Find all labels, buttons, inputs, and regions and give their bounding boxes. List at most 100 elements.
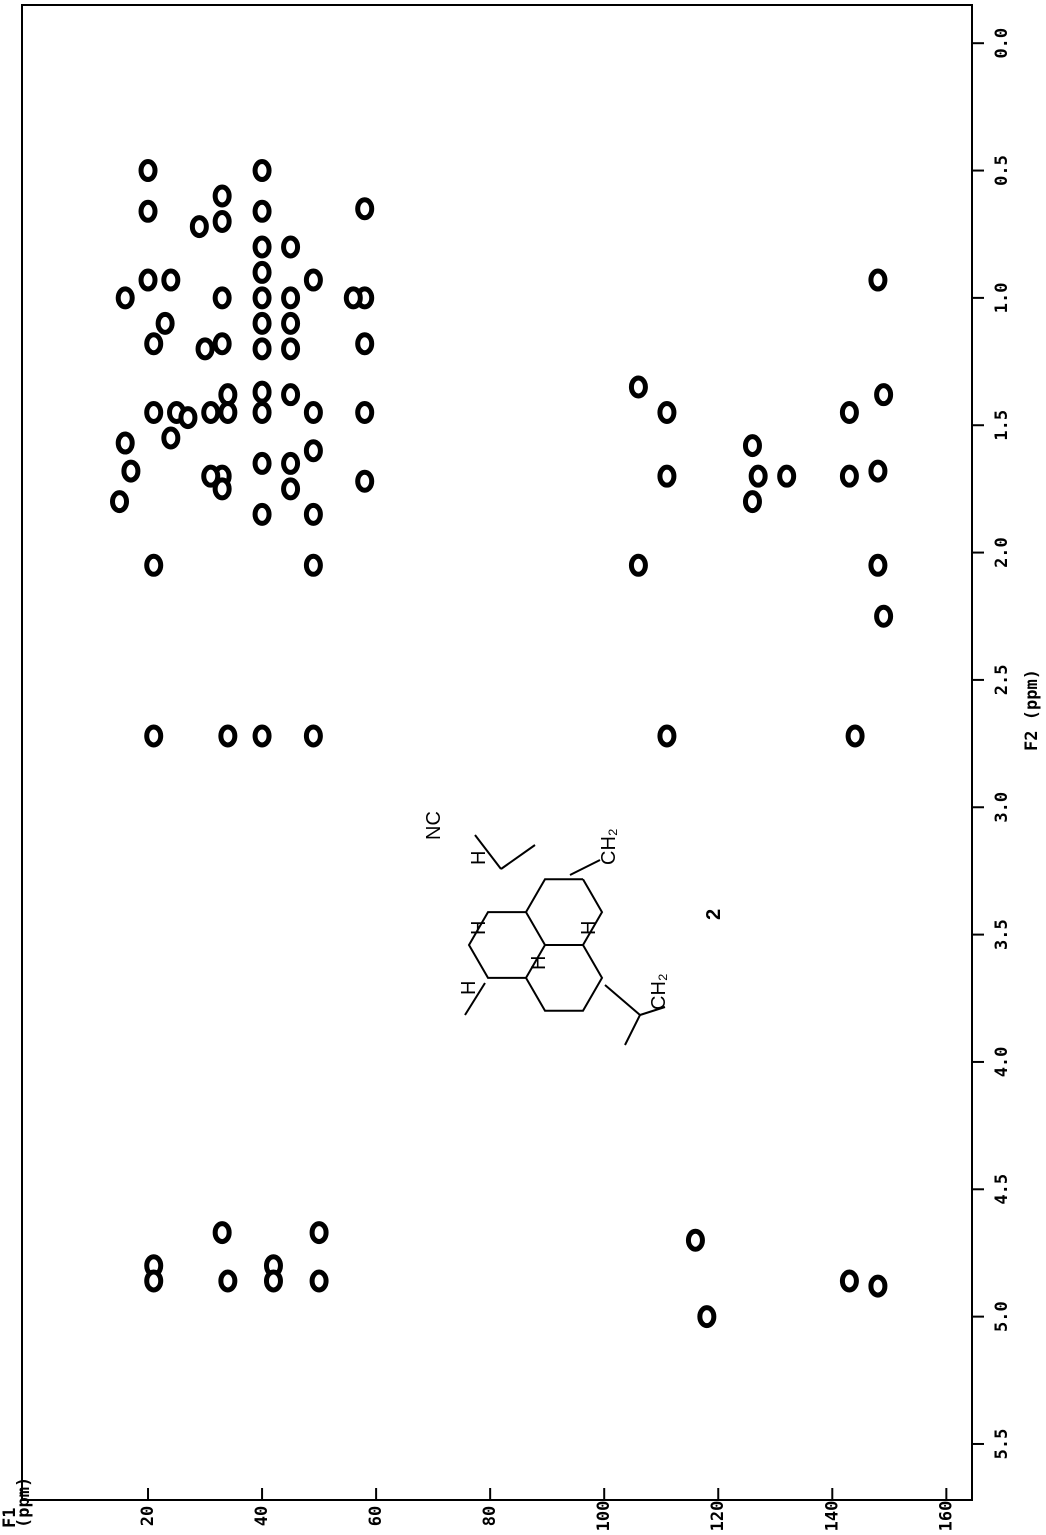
cross-peak	[252, 502, 272, 526]
cross-peak	[355, 332, 375, 356]
cross-peak	[144, 332, 164, 356]
cross-peak	[343, 286, 363, 310]
structure-label: H	[468, 851, 490, 865]
cross-peak	[252, 400, 272, 424]
cross-peak	[115, 286, 135, 310]
cross-peak	[138, 199, 158, 223]
cross-peak	[252, 311, 272, 335]
structure-label: H	[528, 956, 550, 970]
cross-peak	[657, 464, 677, 488]
cross-peak	[281, 286, 301, 310]
structure: NC H H H H H CH₂ CH₂ 2	[423, 811, 725, 1046]
cross-peak	[201, 400, 221, 424]
cross-peak	[839, 1269, 859, 1293]
cross-peak	[144, 724, 164, 748]
cross-peak	[115, 431, 135, 455]
cross-peak	[845, 724, 865, 748]
cross-peak	[218, 383, 238, 407]
cross-peak	[252, 724, 272, 748]
x-tick-label: 120	[708, 1501, 728, 1531]
structure-label: CH₂	[598, 828, 620, 865]
structure-label: H	[468, 921, 490, 935]
cross-peak	[628, 375, 648, 399]
cross-peak	[161, 268, 181, 292]
cross-peak	[303, 400, 323, 424]
cross-peak	[252, 451, 272, 475]
y-tick-label: 5.0	[992, 1301, 1012, 1332]
cross-peak	[212, 1221, 232, 1245]
cross-peak	[155, 311, 175, 335]
cross-peak	[144, 1269, 164, 1293]
y-tick-label: 2.0	[992, 537, 1012, 568]
cross-peak	[303, 502, 323, 526]
y-tick-label: 2.5	[992, 665, 1012, 696]
cross-peak	[252, 260, 272, 284]
compound-label: 2	[703, 909, 725, 920]
cross-peak	[138, 159, 158, 183]
cross-peak	[212, 184, 232, 208]
y-tick-label: 1.5	[992, 410, 1012, 441]
cross-peak	[121, 459, 141, 483]
cross-peak	[281, 235, 301, 259]
y-tick-label: 0.0	[992, 28, 1012, 59]
cross-peak	[281, 337, 301, 361]
cross-peak	[110, 490, 130, 514]
x-tick-label: 140	[822, 1501, 842, 1531]
x-tick-label: 80	[480, 1506, 500, 1526]
cross-peak	[218, 724, 238, 748]
cross-peak	[252, 286, 272, 310]
cross-peak	[748, 464, 768, 488]
cross-peak	[868, 459, 888, 483]
structure-substituents	[464, 834, 666, 1046]
cross-peak	[212, 477, 232, 501]
cross-peak	[252, 337, 272, 361]
y-tick-label: 0.5	[992, 155, 1012, 186]
cross-peak	[628, 553, 648, 577]
cross-peak	[252, 235, 272, 259]
cross-peak	[657, 724, 677, 748]
y-tick-label: 3.0	[992, 792, 1012, 823]
y-tick-label: 1.0	[992, 283, 1012, 314]
cross-peak	[868, 1274, 888, 1298]
y-tick-label: 5.5	[992, 1429, 1012, 1460]
cross-peak	[874, 383, 894, 407]
cross-peak	[303, 439, 323, 463]
cross-peak	[303, 553, 323, 577]
cross-peak	[281, 477, 301, 501]
cross-peak	[212, 286, 232, 310]
x-tick-label: 40	[252, 1506, 272, 1526]
cross-peak	[252, 159, 272, 183]
x-axis-label: (ppm)	[14, 1477, 34, 1528]
cross-peak	[252, 380, 272, 404]
cross-peak	[144, 553, 164, 577]
cross-peak	[161, 426, 181, 450]
structure-bonds	[467, 878, 604, 1012]
cross-peak	[281, 451, 301, 475]
cross-peak	[355, 400, 375, 424]
cross-peak	[355, 469, 375, 493]
cross-peak	[178, 406, 198, 430]
cross-peak	[697, 1305, 717, 1329]
cross-peak	[252, 199, 272, 223]
cross-peak	[189, 215, 209, 239]
cross-peak	[685, 1228, 705, 1252]
y-tick-label: 4.0	[992, 1047, 1012, 1078]
cross-peak	[303, 268, 323, 292]
cross-peak	[212, 332, 232, 356]
cross-peak	[201, 464, 221, 488]
x-axis-label: F1	[0, 1508, 20, 1528]
plot-frame	[21, 4, 973, 1501]
cross-peak	[839, 464, 859, 488]
cross-peak	[355, 197, 375, 221]
cross-peak	[218, 400, 238, 424]
cross-peak	[868, 268, 888, 292]
y-tick-label: 4.5	[992, 1174, 1012, 1205]
cross-peak	[144, 400, 164, 424]
x-tick-label: 100	[594, 1501, 614, 1531]
cross-peak	[138, 268, 158, 292]
cross-peak	[218, 1269, 238, 1293]
y-axis-label: F2 (ppm)	[1022, 669, 1042, 751]
cross-peak	[309, 1269, 329, 1293]
x-tick-label: 60	[366, 1506, 386, 1526]
